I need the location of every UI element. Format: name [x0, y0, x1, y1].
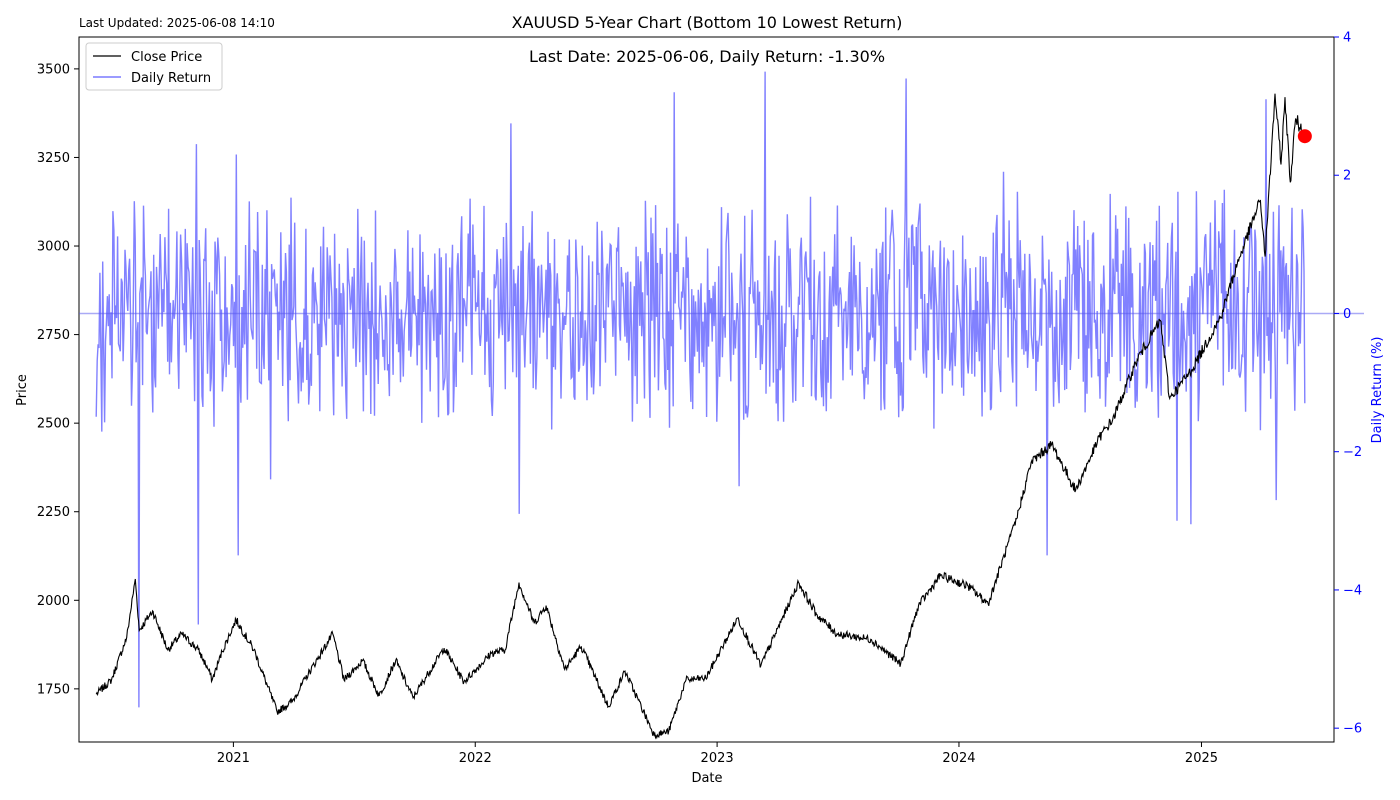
y-tick-label-2000: 2000: [37, 594, 70, 609]
y-tick-label-3000: 3000: [37, 240, 70, 255]
y2-tick-label-2: 2: [1343, 169, 1351, 184]
legend-label-close-price: Close Price: [131, 50, 202, 65]
y-axis-left: 1750 2000 2250 2500 2750 3000 3250 3500: [37, 62, 79, 697]
y-tick-label-3250: 3250: [37, 151, 70, 166]
legend: Close Price Daily Return: [85, 42, 223, 91]
plot-area: [78, 36, 1364, 743]
legend-box: [85, 42, 223, 91]
x-axis: 2021 2022 2023 2024 2025: [217, 742, 1218, 766]
x-tick-label-2024: 2024: [942, 751, 975, 766]
y-axis-label: Price: [15, 374, 30, 406]
axes-frame: [78, 36, 1335, 743]
x-tick-label-2022: 2022: [459, 751, 492, 766]
y-tick-label-2250: 2250: [37, 505, 70, 520]
close-price-series: [95, 93, 1306, 740]
y-tick-label-3500: 3500: [37, 62, 70, 77]
y-tick-label-2750: 2750: [37, 328, 70, 343]
y2-tick-label-0: 0: [1343, 307, 1351, 322]
y-tick-label-2500: 2500: [37, 417, 70, 432]
x-tick-label-2025: 2025: [1185, 751, 1218, 766]
y-tick-label-1750: 1750: [37, 682, 70, 697]
y2-tick-label--6: −6: [1343, 722, 1362, 737]
y-axis-right: −6 −4 −2 0 2 4: [1334, 31, 1362, 737]
last-updated-label: Last Updated: 2025-06-08 14:10: [79, 16, 275, 30]
x-axis-label: Date: [691, 771, 722, 786]
y2-axis-label: Daily Return (%): [1370, 337, 1385, 444]
close-price-line: [95, 93, 1306, 740]
x-tick-label-2021: 2021: [217, 751, 250, 766]
y2-tick-label-4: 4: [1343, 31, 1351, 46]
legend-label-daily-return: Daily Return: [131, 71, 211, 86]
last-price-marker: [1297, 129, 1312, 144]
y2-tick-label--4: −4: [1343, 583, 1362, 598]
daily-return-line: [95, 71, 1306, 708]
chart-title: XAUUSD 5-Year Chart (Bottom 10 Lowest Re…: [512, 13, 903, 32]
daily-return-series: [95, 71, 1306, 708]
y2-tick-label--2: −2: [1343, 445, 1362, 460]
x-tick-label-2023: 2023: [701, 751, 734, 766]
last-date-annotation: Last Date: 2025-06-06, Daily Return: -1.…: [529, 47, 885, 66]
